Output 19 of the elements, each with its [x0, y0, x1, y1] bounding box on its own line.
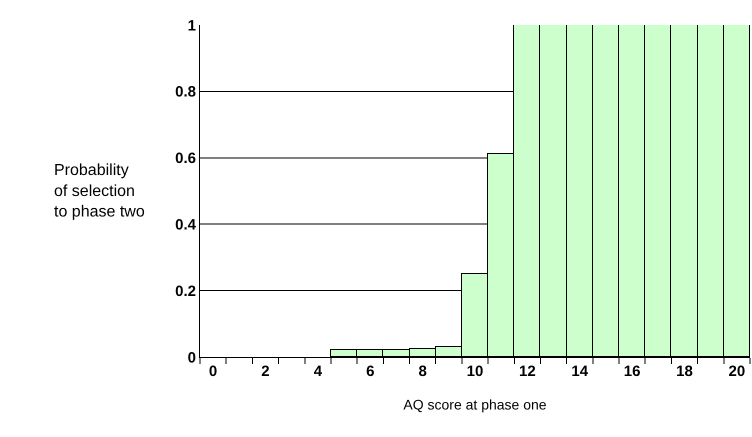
x-tick-label: 0: [208, 363, 218, 380]
x-tick-label: 8: [418, 363, 427, 380]
y-tick-label: 0.4: [175, 216, 197, 234]
x-tick-label: 10: [466, 363, 484, 380]
y-tick-label: 0.8: [175, 84, 196, 101]
y-tick-label: 0: [188, 349, 196, 366]
x-axis-title: AQ score at phase one: [403, 396, 547, 412]
x-tick-label: 16: [624, 363, 640, 380]
x-tick-label: 12: [519, 363, 536, 380]
x-tick-label: 4: [314, 363, 323, 380]
y-tick-label: 0.2: [175, 282, 196, 300]
x-tick-label: 18: [676, 363, 693, 380]
x-tick-label: 20: [728, 363, 746, 380]
y-axis-title: Probability of selection to phase two: [54, 162, 145, 221]
y-tick-label: 0.6: [175, 150, 196, 168]
x-tick-label: 14: [571, 363, 589, 380]
x-tick-label: 2: [261, 363, 270, 380]
y-tick-label: 1: [188, 17, 196, 34]
x-tick-label: 6: [366, 363, 374, 380]
